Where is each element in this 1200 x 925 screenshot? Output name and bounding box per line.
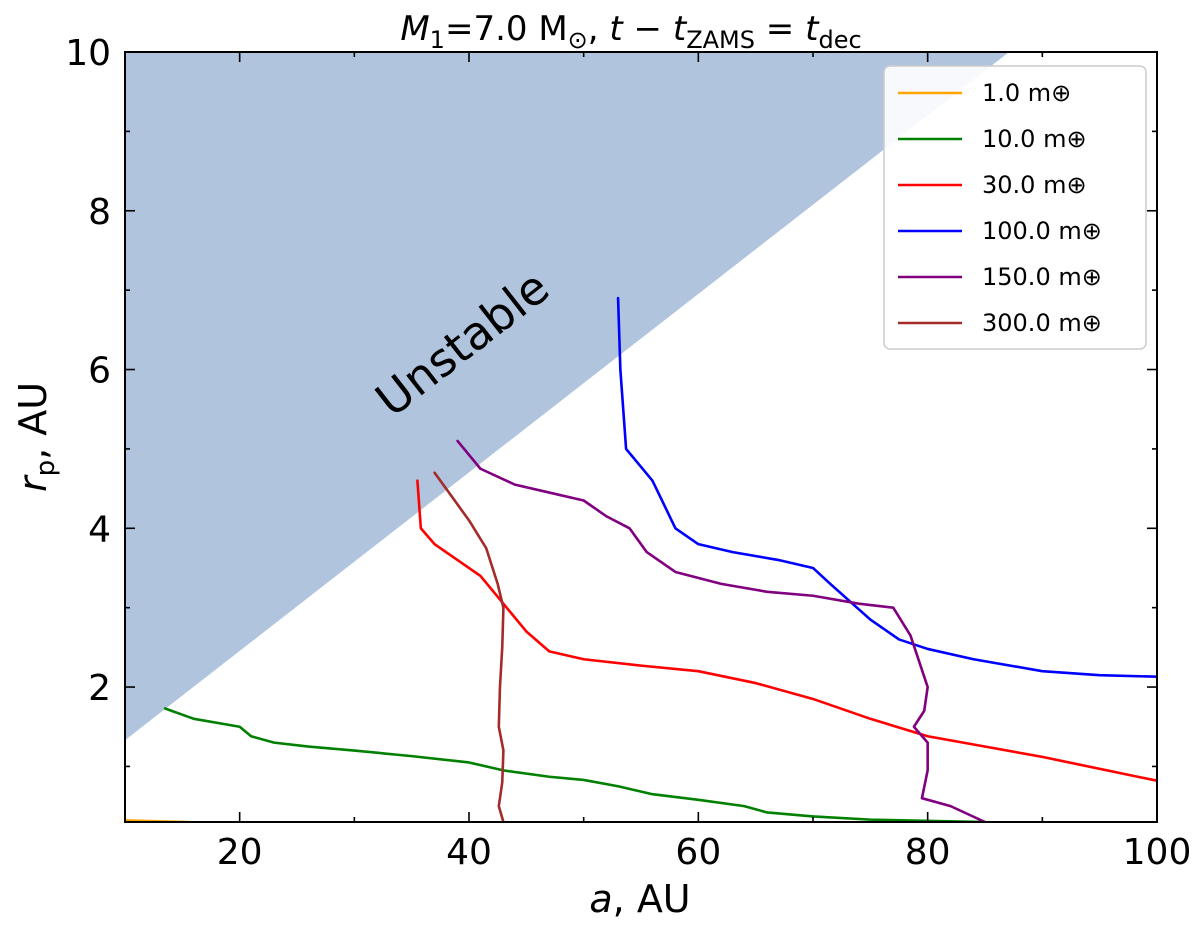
legend-label: 10.0 m⊕ — [982, 125, 1087, 153]
x-tick-label: 100 — [1123, 832, 1192, 873]
legend-label: 300.0 m⊕ — [982, 309, 1102, 337]
y-axis-label: rp, AU — [11, 382, 61, 492]
legend-label: 1.0 m⊕ — [982, 79, 1071, 107]
series-line-5 — [456, 439, 987, 822]
unstable-region — [125, 52, 1010, 741]
legend-label: 30.0 m⊕ — [982, 171, 1087, 199]
x-tick-label: 20 — [217, 832, 263, 873]
y-tick-label: 8 — [88, 192, 111, 233]
x-tick-label: 80 — [905, 832, 951, 873]
tick-layer: 20 40 60 80 100 2 4 6 8 10 — [65, 33, 1191, 873]
x-tick-label: 40 — [446, 832, 492, 873]
legend-frame — [883, 65, 1147, 350]
plot-area-frame — [124, 51, 1158, 823]
series-line-6 — [433, 471, 505, 822]
series-line-2 — [163, 707, 987, 822]
series-line-4 — [616, 296, 1157, 679]
x-tick-label: 60 — [675, 832, 721, 873]
legend-label: 100.0 m⊕ — [982, 217, 1102, 245]
series-line-3 — [416, 479, 1157, 783]
x-axis-label: a, AU — [589, 877, 690, 921]
y-tick-label: 2 — [88, 668, 111, 709]
y-tick-label: 10 — [65, 33, 111, 74]
chart-title: M1=7.0 M⊙, t − tZAMS = tdec — [400, 9, 861, 54]
y-tick-label: 4 — [88, 509, 111, 550]
series-layer — [125, 296, 1157, 822]
y-tick-label: 6 — [88, 351, 111, 392]
legend-label: 150.0 m⊕ — [982, 263, 1102, 291]
legend: 1.0 m⊕ 10.0 m⊕ 30.0 m⊕ 100.0 m⊕ 150.0 m⊕ 300.… — [883, 65, 1147, 350]
